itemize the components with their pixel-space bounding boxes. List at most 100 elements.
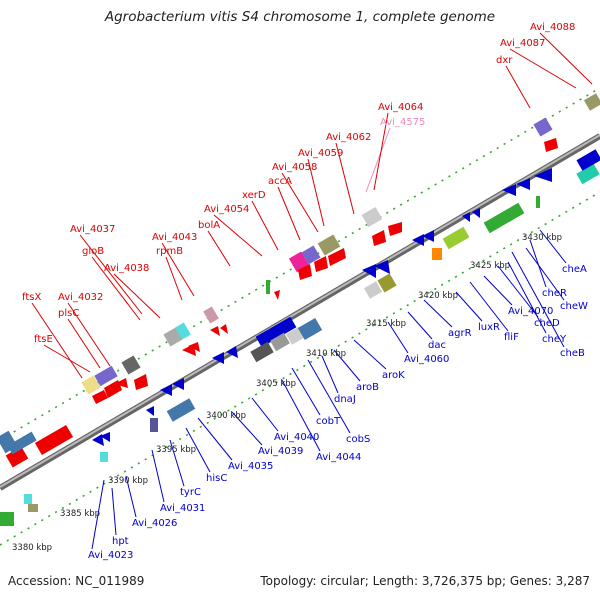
gene-label[interactable]: accA <box>268 176 292 187</box>
feature-block <box>81 375 101 395</box>
gene-label[interactable]: Avi_4026 <box>132 518 177 529</box>
gene-label[interactable]: tyrC <box>180 487 201 498</box>
gene-label[interactable]: Avi_4064 <box>378 102 423 113</box>
scale-label: 3395 kbp <box>156 445 196 455</box>
feature-arrow <box>544 138 558 152</box>
feature-arrow <box>362 264 376 278</box>
gene-label[interactable]: ftsE <box>34 334 53 345</box>
gene-label[interactable]: cobT <box>316 416 341 427</box>
forward-features <box>0 93 600 468</box>
gene-callout-line <box>335 142 355 215</box>
gene-label[interactable]: aroB <box>356 382 379 393</box>
gene-callout-line <box>469 281 509 332</box>
gene-label[interactable]: Avi_4059 <box>298 148 343 159</box>
gene-label[interactable]: Avi_4037 <box>70 224 115 235</box>
gene-callout-line <box>251 397 279 432</box>
gene-label[interactable]: fliF <box>504 332 519 343</box>
gene-label[interactable]: aroK <box>382 370 405 381</box>
gene-callout-line <box>483 275 513 306</box>
feature-block <box>28 504 38 512</box>
gene-label[interactable]: Avi_4040 <box>274 432 319 443</box>
gene-callout-line <box>525 247 565 301</box>
feature-block <box>121 355 141 375</box>
scale-label: 3380 kbp <box>12 543 52 553</box>
gene-label[interactable]: cheY <box>542 334 567 345</box>
gene-callout-line <box>373 112 389 191</box>
gene-label[interactable]: bolA <box>198 220 220 231</box>
feature-block <box>442 226 470 250</box>
map-title: Agrobacterium vitis S4 chromosome 1, com… <box>104 9 496 25</box>
gene-label[interactable]: Avi_4575 <box>380 117 425 128</box>
gene-label[interactable]: hpt <box>112 536 129 547</box>
gene-label[interactable]: luxR <box>478 322 500 333</box>
gene-callout-line <box>231 411 263 446</box>
scale-label: 3390 kbp <box>108 476 148 486</box>
gene-label[interactable]: cheB <box>560 348 585 359</box>
feature-block <box>0 512 14 526</box>
gene-label[interactable]: Avi_4038 <box>104 263 149 274</box>
feature-block <box>203 306 219 324</box>
gene-label[interactable]: cheW <box>560 301 588 312</box>
gene-label[interactable]: hisC <box>206 473 227 484</box>
genome-summary-text: Topology: circular; Length: 3,726,375 bp… <box>260 574 590 588</box>
gene-callout-line <box>91 479 105 550</box>
gene-label[interactable]: Avi_4043 <box>152 232 197 243</box>
feature-arrow <box>462 212 470 222</box>
feature-arrow <box>114 378 128 388</box>
gene-label[interactable]: agrR <box>448 328 472 339</box>
feature-arrow <box>92 390 108 404</box>
gene-callout-line <box>387 321 409 354</box>
scale-label: 3425 kbp <box>470 261 510 271</box>
gene-label[interactable]: rpmB <box>156 246 183 257</box>
gene-callout-line <box>539 229 567 264</box>
gene-callout-line <box>423 299 453 328</box>
gene-label[interactable]: Avi_4044 <box>316 452 361 463</box>
gene-label[interactable]: Avi_4035 <box>228 461 273 472</box>
feature-arrow <box>134 374 148 390</box>
gene-label[interactable]: cobS <box>346 434 370 445</box>
gene-label[interactable]: dac <box>428 340 446 351</box>
feature-block <box>94 365 118 387</box>
gene-label[interactable]: Avi_4070 <box>508 306 553 317</box>
gene-label[interactable]: cheD <box>534 318 560 329</box>
feature-arrow <box>372 230 386 246</box>
gene-label[interactable]: cheA <box>562 264 587 275</box>
gene-callout-line <box>151 449 165 503</box>
feature-arrow <box>92 434 104 446</box>
gene-label[interactable]: Avi_4031 <box>160 503 205 514</box>
gene-callout-line <box>507 261 547 334</box>
gene-label[interactable]: Avi_4058 <box>272 162 317 173</box>
gene-label[interactable]: ftsX <box>22 292 41 303</box>
gene-callout-line <box>185 427 211 473</box>
scale-label: 3410 kbp <box>306 349 346 359</box>
gene-label[interactable]: Avi_4088 <box>530 22 575 33</box>
feature-block <box>297 317 323 341</box>
feature-block <box>317 234 341 256</box>
gene-label[interactable]: Avi_4023 <box>88 550 133 561</box>
gene-label[interactable]: Avi_4087 <box>500 38 545 49</box>
label-callouts <box>31 32 593 550</box>
gene-label[interactable]: dxr <box>496 55 513 66</box>
gene-label[interactable]: Avi_4062 <box>326 132 371 143</box>
gene-callout-line <box>91 256 141 321</box>
feature-block <box>301 245 321 265</box>
gene-label[interactable]: Avi_4032 <box>58 292 103 303</box>
gene-label[interactable]: xerD <box>242 190 266 201</box>
gene-callout-line <box>281 379 321 452</box>
gene-label[interactable]: Avi_4060 <box>404 354 449 365</box>
gene-callout-line <box>169 439 185 487</box>
gene-label[interactable]: Avi_4054 <box>204 204 249 215</box>
gene-label[interactable]: Avi_4039 <box>258 446 303 457</box>
feature-block <box>270 332 290 352</box>
gene-label[interactable]: cheR <box>542 288 567 299</box>
feature-block <box>363 281 383 299</box>
gene-callout-line <box>197 417 233 461</box>
gene-label[interactable]: gloB <box>82 246 104 257</box>
feature-block <box>175 322 191 340</box>
feature-arrow <box>172 378 184 390</box>
feature-block <box>361 206 383 228</box>
feature-arrow <box>534 168 552 182</box>
gene-label[interactable]: dnaJ <box>334 394 356 405</box>
gene-label[interactable]: plsC <box>58 308 79 319</box>
